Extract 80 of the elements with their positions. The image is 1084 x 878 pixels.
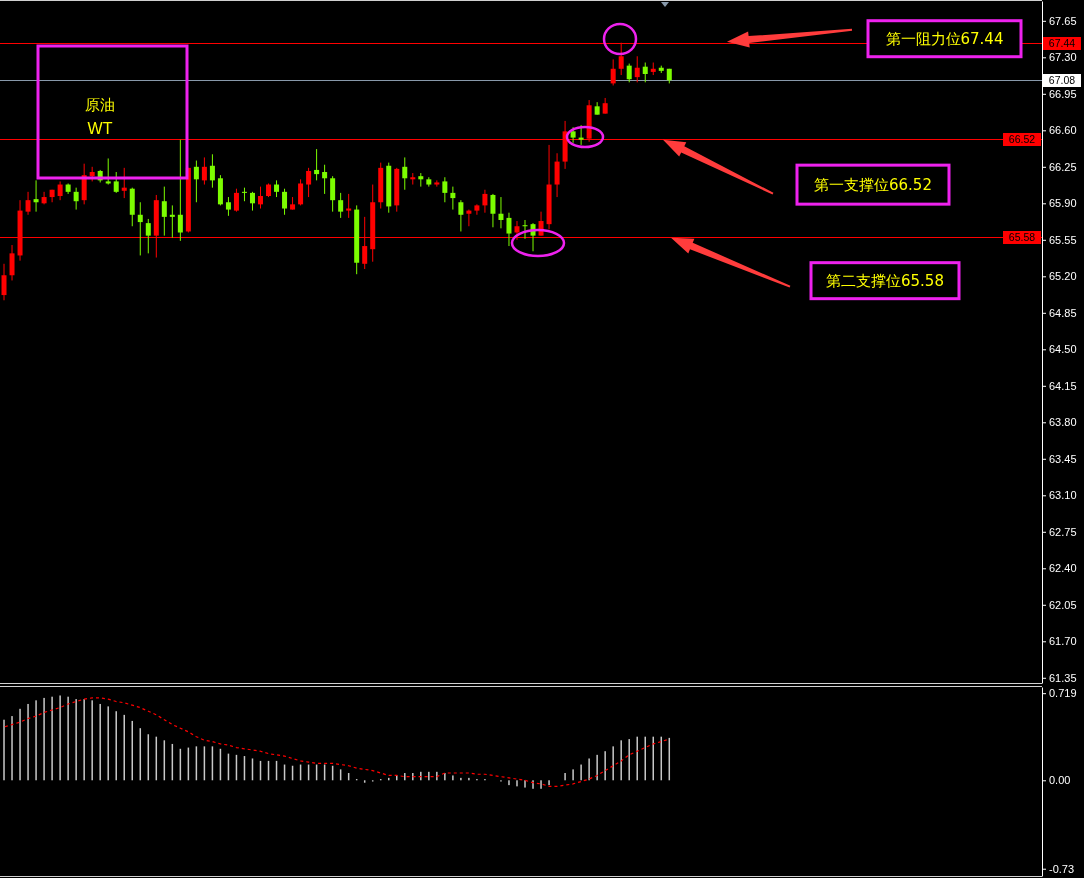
y-tick-label: 0.719 [1049,687,1077,700]
candlestick [626,63,632,83]
candlestick [169,204,175,239]
candlestick [57,180,63,201]
candlestick [258,186,263,210]
ref-line-label: 67.08 [1048,74,1076,87]
text: WT [87,119,113,137]
candlestick [25,191,31,216]
candlestick [113,171,119,194]
y-tick-label: 67.65 [1049,14,1077,27]
candlestick [41,191,47,205]
y-tick-label: 62.75 [1049,525,1077,538]
y-tick-label: 67.30 [1049,51,1077,64]
y-tick-label: 66.95 [1049,87,1077,100]
candlestick [498,196,504,229]
ref-line-label: 66.52 [1008,133,1036,146]
y-tick-label: 66.60 [1049,124,1077,137]
candlestick [482,189,488,214]
y-tick-label: 66.25 [1049,160,1077,173]
candlestick [314,148,320,181]
candlestick [610,58,616,86]
candlestick [193,160,199,203]
candlestick [634,55,640,83]
candlestick [249,191,255,212]
y-tick-label: 64.15 [1049,379,1077,392]
candlestick [506,212,512,247]
y-tick-label: 61.35 [1049,671,1077,684]
candlestick [177,139,183,242]
candlestick [578,124,584,146]
candlestick [233,188,239,213]
candlestick [474,203,480,216]
candlestick [145,218,151,254]
candlestick [458,199,464,232]
y-tick-label: 63.45 [1049,452,1077,465]
candlestick [322,164,328,195]
candlestick [137,201,143,256]
y-tick-label: 65.20 [1049,270,1077,283]
candlestick [490,193,496,228]
candlestick [225,196,231,217]
y-tick-label: 65.90 [1049,197,1077,210]
candlestick [73,187,79,211]
candlestick [121,167,127,199]
candlestick [9,244,15,281]
candlestick [346,193,352,219]
candlestick [33,179,39,213]
y-tick-label: 0.00 [1049,774,1071,787]
candlestick [201,156,207,186]
y-tick-label: 63.10 [1049,489,1077,502]
y-tick-label: 64.50 [1049,343,1077,356]
candlestick [442,176,448,203]
candlestick [306,167,312,198]
candlestick [330,175,336,213]
y-tick-label: 61.70 [1049,635,1077,648]
ref-line-label: 67.44 [1048,37,1076,50]
candlestick [642,62,648,83]
y-tick-label: 65.55 [1049,233,1077,246]
candlestick [282,188,288,216]
y-tick-label: -0.73 [1049,862,1075,875]
candlestick [298,178,304,206]
annotation: 第二支撑位65.58 [826,271,944,290]
y-tick-label: 64.85 [1049,306,1077,319]
candlestick [450,186,456,211]
y-tick-label: 62.40 [1049,562,1077,575]
y-tick-label: 62.05 [1049,598,1077,611]
candlestick [209,153,215,189]
candlestick [338,192,344,219]
candlestick [522,219,528,240]
y-tick-label: 63.80 [1049,416,1077,429]
candlestick [1,263,7,301]
candlestick [410,172,416,186]
candlestick [554,152,560,198]
line-series [3,697,670,787]
text: 原油 [85,96,115,115]
candlestick [161,186,167,237]
ref-line-label: 65.58 [1008,231,1036,244]
candlestick [105,157,111,186]
candlestick [466,209,472,227]
annotation: 第一支撑位66.52 [814,175,932,194]
candlestick [402,156,408,191]
annotation: 第一阻力位67.44 [885,29,1004,48]
